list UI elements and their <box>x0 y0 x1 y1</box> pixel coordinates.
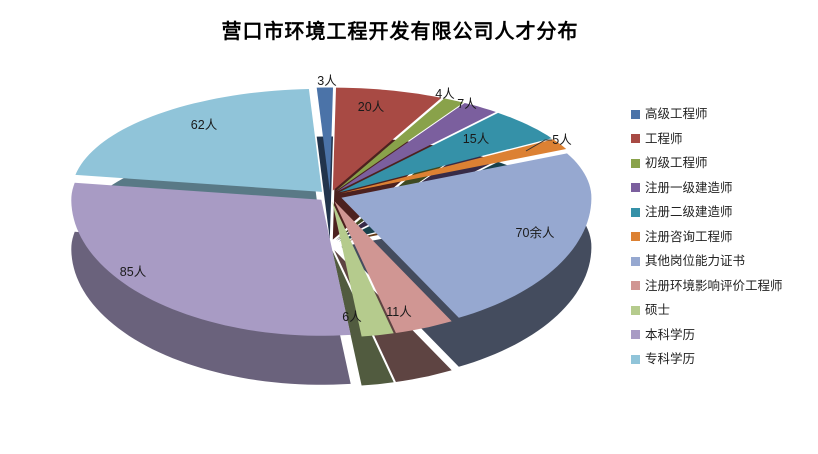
pie-slice-5[interactable]: 注册咨询工程师: 5人 <box>340 139 567 194</box>
pie-slice-7[interactable]: 注册环境影响评价工程师: 11人 <box>334 201 452 333</box>
slice-value-label: 85人 <box>120 265 147 279</box>
slice-value-label: 70余人 <box>516 225 555 240</box>
slice-value-label: 7人 <box>457 97 477 111</box>
slice-value-label: 62人 <box>191 118 218 132</box>
legend-label: 注册咨询工程师 <box>645 229 733 244</box>
legend-item-9[interactable]: 本科学历 <box>631 323 783 348</box>
legend-swatch <box>631 207 640 217</box>
legend-label: 硕士 <box>645 303 671 317</box>
slice-value-label: 5人 <box>552 133 572 147</box>
legend-swatch <box>631 183 640 193</box>
chart-legend: 高级工程师工程师初级工程师注册一级建造师 注册二级建造师 注册咨询工程师 其他岗位能力… <box>631 102 783 372</box>
legend-label: 注册一级建造师 <box>645 180 733 195</box>
legend-item-6[interactable]: 其他岗位能力证书 <box>631 249 783 274</box>
legend-label: 注册环境影响评价工程师 <box>645 278 783 293</box>
legend-swatch <box>631 232 640 242</box>
pie-slice-6[interactable]: 其他岗位能力证书: 70余人 <box>341 153 592 318</box>
legend-item-7[interactable]: 注册环境影响评价工程师 <box>631 274 783 299</box>
legend-label: 专科学历 <box>645 352 696 366</box>
slice-value-label: 15人 <box>463 132 490 146</box>
slice-value-label: 20人 <box>358 100 385 114</box>
pie-slice-8[interactable]: 硕士: 6人 <box>332 201 394 337</box>
chart-title: 营口市环境工程开发有限公司人才分布 <box>221 21 579 43</box>
legend-swatch <box>631 330 640 340</box>
legend-label: 其他岗位能力证书 <box>645 254 746 268</box>
leader-line <box>525 139 552 152</box>
slice-value-label: 4人 <box>435 87 455 101</box>
legend-item-2[interactable]: 初级工程师 <box>631 151 783 176</box>
slice-value-label: 11人 <box>386 305 412 319</box>
legend-swatch <box>631 354 640 364</box>
legend-item-4[interactable]: 注册二级建造师 <box>631 200 783 225</box>
legend-label: 注册二级建造师 <box>645 205 733 219</box>
pie-slice-10[interactable]: 专科学历: 62人 <box>75 89 323 192</box>
legend-swatch <box>631 305 640 315</box>
legend-item-3[interactable]: 注册一级建造师 <box>631 176 783 201</box>
legend-label: 高级工程师 <box>645 107 708 121</box>
pie-slice-2[interactable]: 初级工程师: 4人 <box>335 98 464 192</box>
legend-label: 工程师 <box>645 131 683 146</box>
legend-item-1[interactable]: 工程师 <box>631 127 783 152</box>
legend-swatch <box>631 158 640 168</box>
legend-item-0[interactable]: 高级工程师 <box>631 102 783 127</box>
legend-swatch <box>631 109 640 119</box>
legend-item-10[interactable]: 专科学历 <box>631 347 783 372</box>
slice-value-label: 3人 <box>317 74 337 88</box>
legend-swatch <box>631 281 640 291</box>
legend-label: 初级工程师 <box>645 156 708 170</box>
legend-label: 本科学历 <box>645 327 696 342</box>
legend-swatch <box>631 134 640 144</box>
pie-slice-4[interactable]: 注册二级建造师: 15人 <box>339 112 552 193</box>
pie-slice-0[interactable]: 高级工程师: 3人 <box>316 87 333 191</box>
legend-item-5[interactable]: 注册咨询工程师 <box>631 225 783 250</box>
legend-swatch <box>631 256 640 266</box>
slice-value-label: 6人 <box>342 310 362 324</box>
pie-slice-1[interactable]: 工程师: 20人 <box>332 87 442 191</box>
pie-slice-3[interactable]: 注册一级建造师: 7人 <box>336 103 496 192</box>
pie-slice-9[interactable]: 本科学历: 85人 <box>71 182 351 336</box>
legend-item-8[interactable]: 硕士 <box>631 298 783 323</box>
